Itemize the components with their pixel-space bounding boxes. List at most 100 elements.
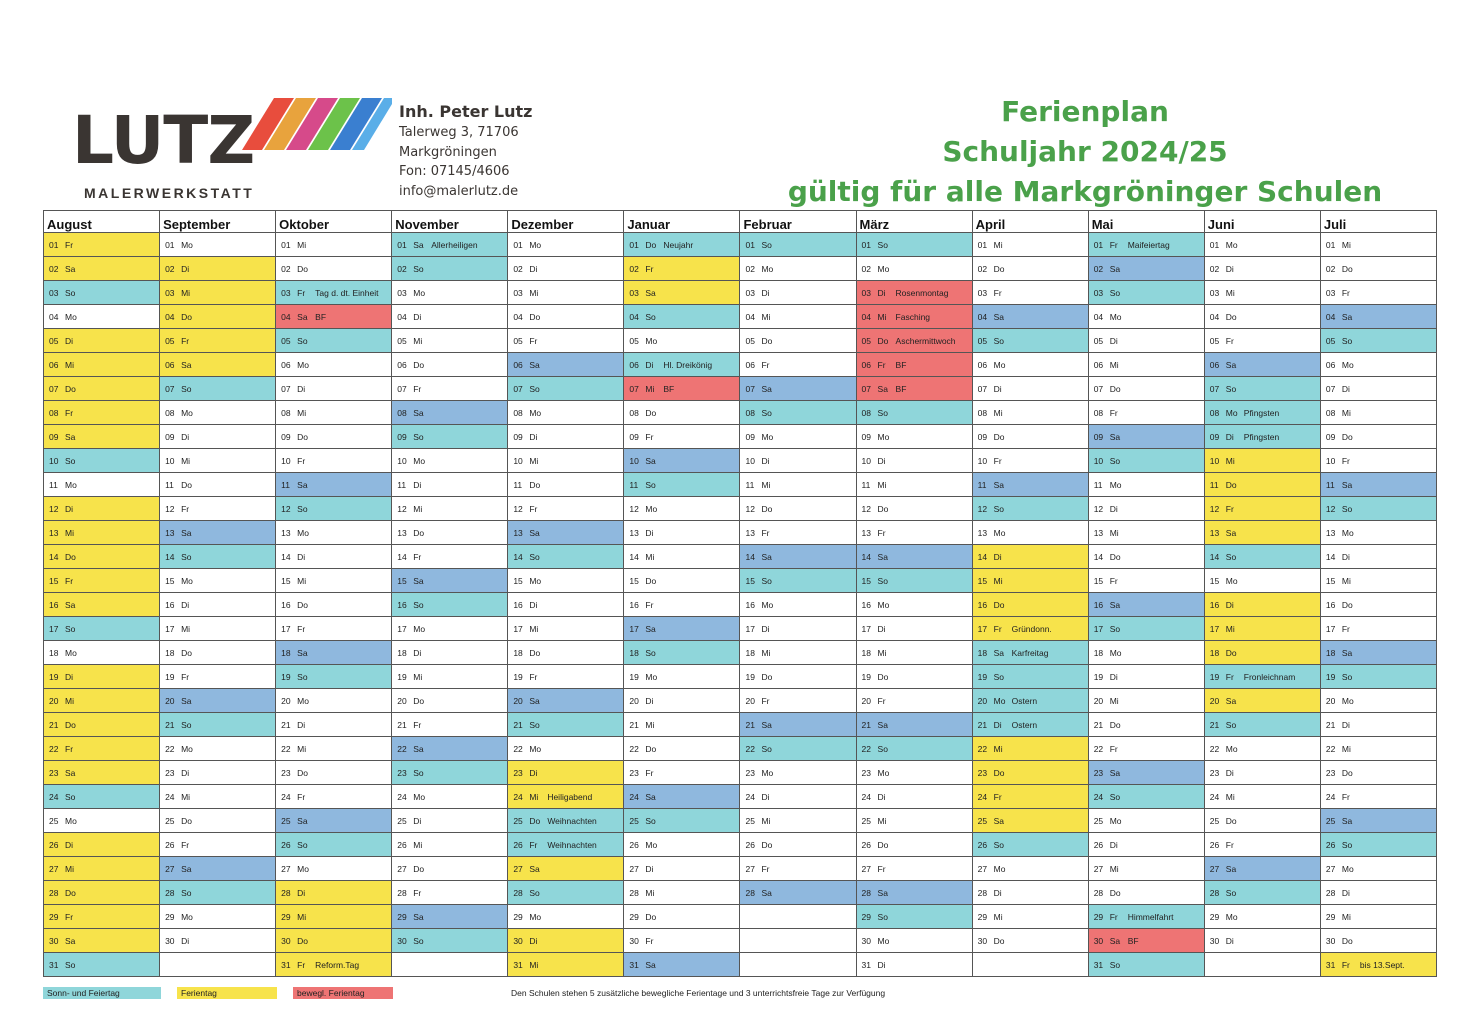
- day-cell: 06 Mo: [1319, 352, 1438, 377]
- weekday-label: Di: [65, 503, 74, 514]
- weekday-label: Sa: [181, 359, 192, 370]
- day-cell: 08 Do: [623, 400, 741, 425]
- day-number: 12: [165, 503, 175, 514]
- weekday-label: Sa: [181, 863, 192, 874]
- day-number: 21: [397, 719, 407, 730]
- day-cell: 25 Sa: [1319, 808, 1438, 833]
- day-note: Weihnachten: [547, 839, 597, 850]
- day-cell: 29 Sa: [391, 904, 509, 929]
- day-number: 29: [49, 911, 59, 922]
- day-cell: 17 Fr Gründonn.: [971, 616, 1089, 641]
- day-number: 29: [1093, 911, 1104, 922]
- weekday-label: Fr: [529, 671, 538, 682]
- weekday-label: So: [529, 383, 540, 394]
- day-number: 18: [1209, 647, 1220, 658]
- day-cell: 25 Sa: [971, 808, 1089, 833]
- day-number: 27: [745, 863, 755, 874]
- weekday-label: Sa: [65, 263, 76, 274]
- day-number: 20: [281, 695, 291, 706]
- day-cell: 04 Mi Fasching: [855, 304, 973, 329]
- weekday-label: Mi: [413, 671, 423, 682]
- day-number: 25: [513, 815, 523, 826]
- day-cell: 22 Sa: [391, 736, 509, 761]
- day-cell: 16 Di: [159, 592, 277, 617]
- day-number: 13: [629, 527, 639, 538]
- day-number: 01: [1209, 239, 1220, 250]
- weekday-label: Di: [993, 383, 1002, 394]
- weekday-label: Sa: [877, 551, 888, 562]
- day-cell: 26 Mo: [623, 832, 741, 857]
- day-number: 31: [513, 959, 523, 970]
- weekday-label: So: [993, 839, 1005, 850]
- weekday-label: Do: [1341, 935, 1353, 946]
- day-cell: 07 Di: [971, 376, 1089, 401]
- day-number: 13: [281, 527, 291, 538]
- day-cell: 30 Di: [159, 928, 277, 953]
- day-cell: 22 Mo: [507, 736, 625, 761]
- day-cell: 11 Do: [159, 472, 277, 497]
- weekday-label: Do: [1225, 647, 1237, 658]
- day-cell: 23 Di: [159, 760, 277, 785]
- weekday-label: Sa: [645, 287, 656, 298]
- day-cell: 06 Sa: [507, 352, 625, 377]
- day-number: 01: [281, 239, 291, 250]
- day-number: 20: [1325, 695, 1336, 706]
- weekday-label: Do: [1341, 263, 1353, 274]
- day-cell: 26 Di: [42, 832, 161, 857]
- weekday-label: Fr: [877, 863, 886, 874]
- day-cell: 06 Mi: [42, 352, 161, 377]
- day-cell: 18 Do: [159, 640, 277, 665]
- day-number: 03: [513, 287, 523, 298]
- day-cell: 10 Di: [855, 448, 973, 473]
- day-number: 04: [397, 311, 407, 322]
- day-cell: 22 Mo: [159, 736, 277, 761]
- day-number: 09: [49, 431, 59, 442]
- day-number: 18: [977, 647, 988, 658]
- weekday-label: So: [413, 767, 424, 778]
- day-number: 28: [1325, 887, 1336, 898]
- day-note: Pfingsten: [1243, 407, 1280, 418]
- day-cell: 27 Mo: [275, 856, 393, 881]
- day-cell: 13 Mo: [1319, 520, 1438, 545]
- day-cell: 18 Mo: [1087, 640, 1205, 665]
- day-cell: 16 Fr: [623, 592, 741, 617]
- day-cell: 11 Mo: [42, 472, 161, 497]
- day-number: 30: [1093, 935, 1104, 946]
- empty-cell: [739, 904, 857, 929]
- day-number: 09: [281, 431, 291, 442]
- weekday-label: Do: [297, 767, 309, 778]
- weekday-label: Mi: [65, 695, 74, 706]
- day-number: 27: [513, 863, 523, 874]
- day-cell: 14 Do: [42, 544, 161, 569]
- day-cell: 12 Di: [42, 496, 161, 521]
- day-number: 14: [1093, 551, 1104, 562]
- day-note: Fasching: [895, 311, 931, 322]
- day-number: 29: [397, 911, 407, 922]
- weekday-label: Sa: [1225, 863, 1237, 874]
- day-cell: 18 Mi: [739, 640, 857, 665]
- weekday-label: Sa: [761, 719, 772, 730]
- day-number: 04: [977, 311, 988, 322]
- weekday-label: Sa: [297, 815, 308, 826]
- weekday-label: Mo: [181, 743, 193, 754]
- day-number: 26: [1209, 839, 1220, 850]
- day-cell: 19 Mi: [391, 664, 509, 689]
- day-number: 23: [49, 767, 59, 778]
- day-number: 05: [861, 335, 872, 346]
- company-address-block: Inh. Peter Lutz Talerweg 3, 71706 Markgr…: [399, 101, 532, 201]
- day-cell: 19 Fr: [507, 664, 625, 689]
- day-cell: 11 So: [623, 472, 741, 497]
- day-number: 31: [281, 959, 291, 970]
- day-number: 28: [1209, 887, 1220, 898]
- day-cell: 23 Sa: [1087, 760, 1205, 785]
- weekday-label: Mi: [1109, 863, 1119, 874]
- day-cell: 28 Sa: [855, 880, 973, 905]
- day-number: 12: [397, 503, 407, 514]
- legend: Sonn- und Feiertag Ferientag bewegl. Fer…: [43, 987, 1443, 1001]
- day-number: 24: [1093, 791, 1104, 802]
- weekday-label: Fr: [297, 623, 306, 634]
- month-header: November: [391, 210, 509, 233]
- day-number: 19: [165, 671, 175, 682]
- day-cell: 27 Mo: [971, 856, 1089, 881]
- weekday-label: Mi: [1341, 407, 1351, 418]
